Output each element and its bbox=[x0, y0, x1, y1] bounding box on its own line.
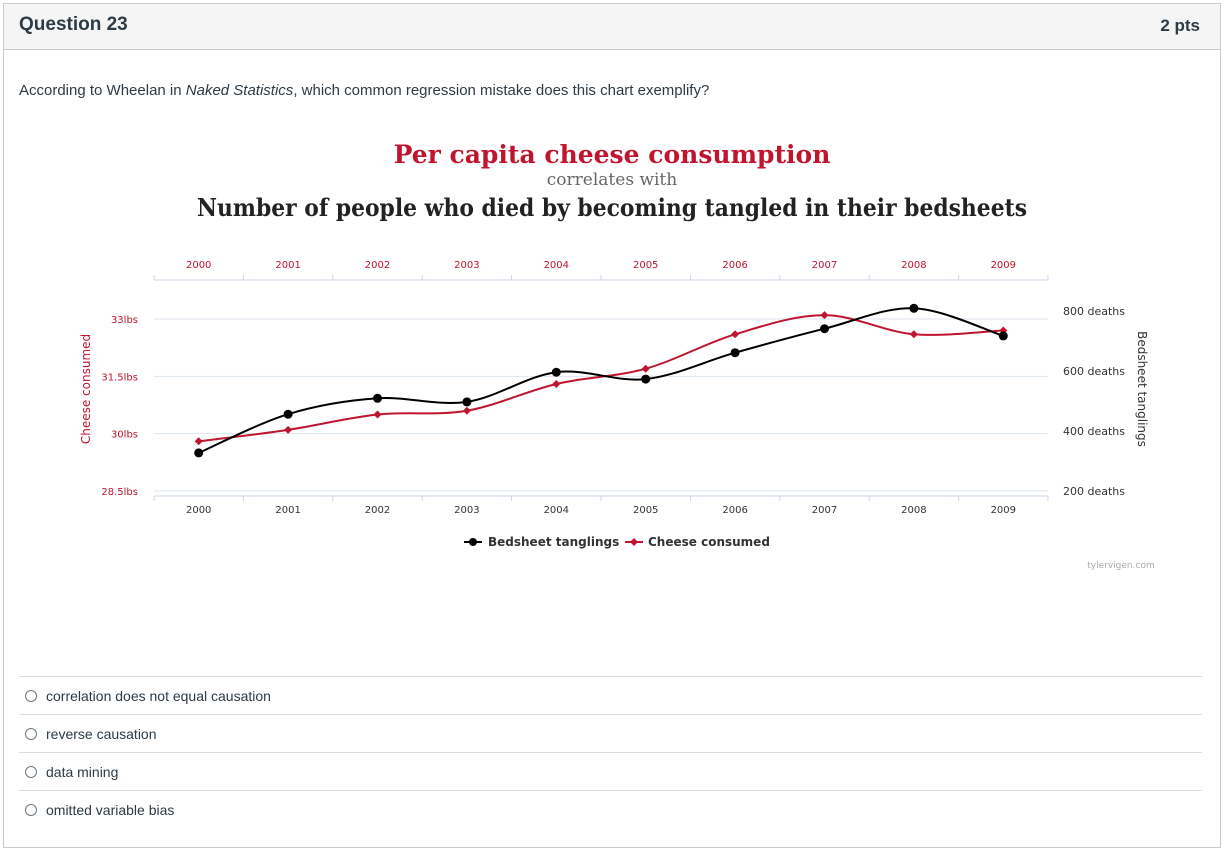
x-tick-label-bottom: 2000 bbox=[186, 505, 211, 516]
x-tick-label-bottom: 2004 bbox=[544, 505, 569, 516]
x-tick-label-top: 2006 bbox=[722, 260, 747, 271]
question-text-after: , which common regression mistake does t… bbox=[293, 82, 710, 99]
x-tick-label-top: 2008 bbox=[901, 260, 926, 271]
series-line-cheese bbox=[198, 314, 1004, 443]
x-tick-label-top: 2000 bbox=[186, 260, 211, 271]
question-header: Question 23 2 pts bbox=[4, 4, 1220, 50]
grid-lines bbox=[154, 318, 1048, 492]
x-tick-label-top: 2007 bbox=[812, 260, 837, 271]
radio-button[interactable] bbox=[25, 727, 37, 740]
x-tick-label-bottom: 2002 bbox=[365, 505, 390, 516]
data-point-bedsheet bbox=[194, 448, 204, 458]
question-text: According to Wheelan in Naked Statistics… bbox=[19, 82, 709, 99]
answer-list: correlation does not equal causation rev… bbox=[19, 676, 1202, 828]
x-tick-label-top: 2005 bbox=[633, 260, 658, 271]
data-point-cheese bbox=[194, 437, 203, 446]
radio-button[interactable] bbox=[25, 803, 37, 816]
x-tick-label-top: 2001 bbox=[275, 260, 300, 271]
y-tick-label-right: 200 deaths bbox=[1063, 485, 1125, 498]
data-point-bedsheet bbox=[462, 397, 472, 407]
x-tick-label-bottom: 2009 bbox=[991, 505, 1016, 516]
chart-credit: tylervigen.com bbox=[1087, 561, 1154, 571]
data-point-cheese bbox=[462, 406, 471, 415]
y-tick-label-right: 600 deaths bbox=[1063, 365, 1125, 378]
y-tick-label-left: 33lbs bbox=[111, 315, 138, 326]
x-tick-label-bottom: 2008 bbox=[901, 505, 926, 516]
x-tick-label-top: 2004 bbox=[544, 260, 569, 271]
x-tick-label-bottom: 2001 bbox=[275, 505, 300, 516]
data-point-bedsheet bbox=[730, 348, 740, 358]
data-point-bedsheet bbox=[373, 393, 382, 403]
series-line-bedsheet bbox=[198, 307, 1004, 454]
legend-marker-bedsheet bbox=[469, 538, 477, 546]
series-lines bbox=[194, 303, 1008, 458]
answer-option[interactable]: data mining bbox=[19, 752, 1202, 790]
data-point-bedsheet bbox=[551, 367, 561, 377]
y-tick-label-left: 28.5lbs bbox=[101, 487, 138, 498]
radio-button[interactable] bbox=[25, 765, 37, 778]
legend-marker-cheese bbox=[630, 538, 638, 546]
data-point-bedsheet bbox=[283, 409, 293, 419]
data-point-cheese bbox=[641, 364, 650, 373]
x-tick-label-top: 2009 bbox=[991, 260, 1016, 271]
x-tick-label-top: 2002 bbox=[365, 260, 390, 271]
question-title: Question 23 bbox=[19, 14, 128, 35]
y-tick-label-right: 800 deaths bbox=[1063, 305, 1125, 318]
x-tick-label-bottom: 2007 bbox=[812, 505, 837, 516]
x-tick-label-bottom: 2006 bbox=[722, 505, 747, 516]
book-title: Naked Statistics bbox=[185, 82, 294, 99]
correlation-chart: Per capita cheese consumption correlates… bbox=[79, 140, 1155, 571]
answer-label[interactable]: correlation does not equal causation bbox=[46, 687, 271, 704]
answer-option[interactable]: correlation does not equal causation bbox=[19, 676, 1202, 714]
radio-button[interactable] bbox=[25, 689, 37, 702]
data-point-bedsheet bbox=[998, 331, 1008, 341]
chart-subtitle: correlates with bbox=[547, 170, 677, 190]
data-point-cheese bbox=[552, 379, 561, 388]
data-point-cheese bbox=[284, 425, 293, 434]
chart-legend: Bedsheet tanglings Cheese consumed bbox=[464, 535, 770, 549]
data-point-bedsheet bbox=[641, 374, 651, 384]
y-axis-right-label: Bedsheet tanglings bbox=[1135, 331, 1149, 447]
question-card: Question 23 2 pts According to Wheelan i… bbox=[3, 3, 1221, 848]
x-tick-label-top: 2003 bbox=[454, 260, 479, 271]
y-tick-label-left: 31.5lbs bbox=[101, 372, 138, 383]
answer-label[interactable]: data mining bbox=[46, 763, 119, 780]
data-point-cheese bbox=[373, 410, 382, 419]
answer-option[interactable]: omitted variable bias bbox=[19, 790, 1202, 828]
y-tick-label-left: 30lbs bbox=[111, 430, 138, 441]
data-point-cheese bbox=[820, 311, 829, 320]
chart-title: Per capita cheese consumption bbox=[394, 140, 831, 169]
data-point-bedsheet bbox=[820, 324, 829, 334]
answer-label[interactable]: omitted variable bias bbox=[46, 801, 175, 818]
answer-option[interactable]: reverse causation bbox=[19, 714, 1202, 752]
data-point-cheese bbox=[731, 330, 740, 339]
chart-title-line3: Number of people who died by becoming ta… bbox=[197, 193, 1027, 222]
y-axis-left-label: Cheese consumed bbox=[79, 334, 93, 444]
question-text-before: According to Wheelan in bbox=[19, 82, 186, 99]
legend-item-bedsheet: Bedsheet tanglings bbox=[488, 535, 619, 549]
axes: 2000 2000 2001 2001 2002 2002 2003 2003 2004 2004… bbox=[101, 260, 1125, 516]
data-point-bedsheet bbox=[909, 303, 919, 313]
answer-label[interactable]: reverse causation bbox=[46, 725, 157, 742]
question-points: 2 pts bbox=[1160, 16, 1200, 35]
x-tick-label-bottom: 2005 bbox=[633, 505, 658, 516]
legend-item-cheese: Cheese consumed bbox=[648, 535, 770, 549]
x-tick-label-bottom: 2003 bbox=[454, 505, 479, 516]
y-tick-label-right: 400 deaths bbox=[1063, 425, 1125, 438]
data-point-cheese bbox=[909, 330, 918, 339]
